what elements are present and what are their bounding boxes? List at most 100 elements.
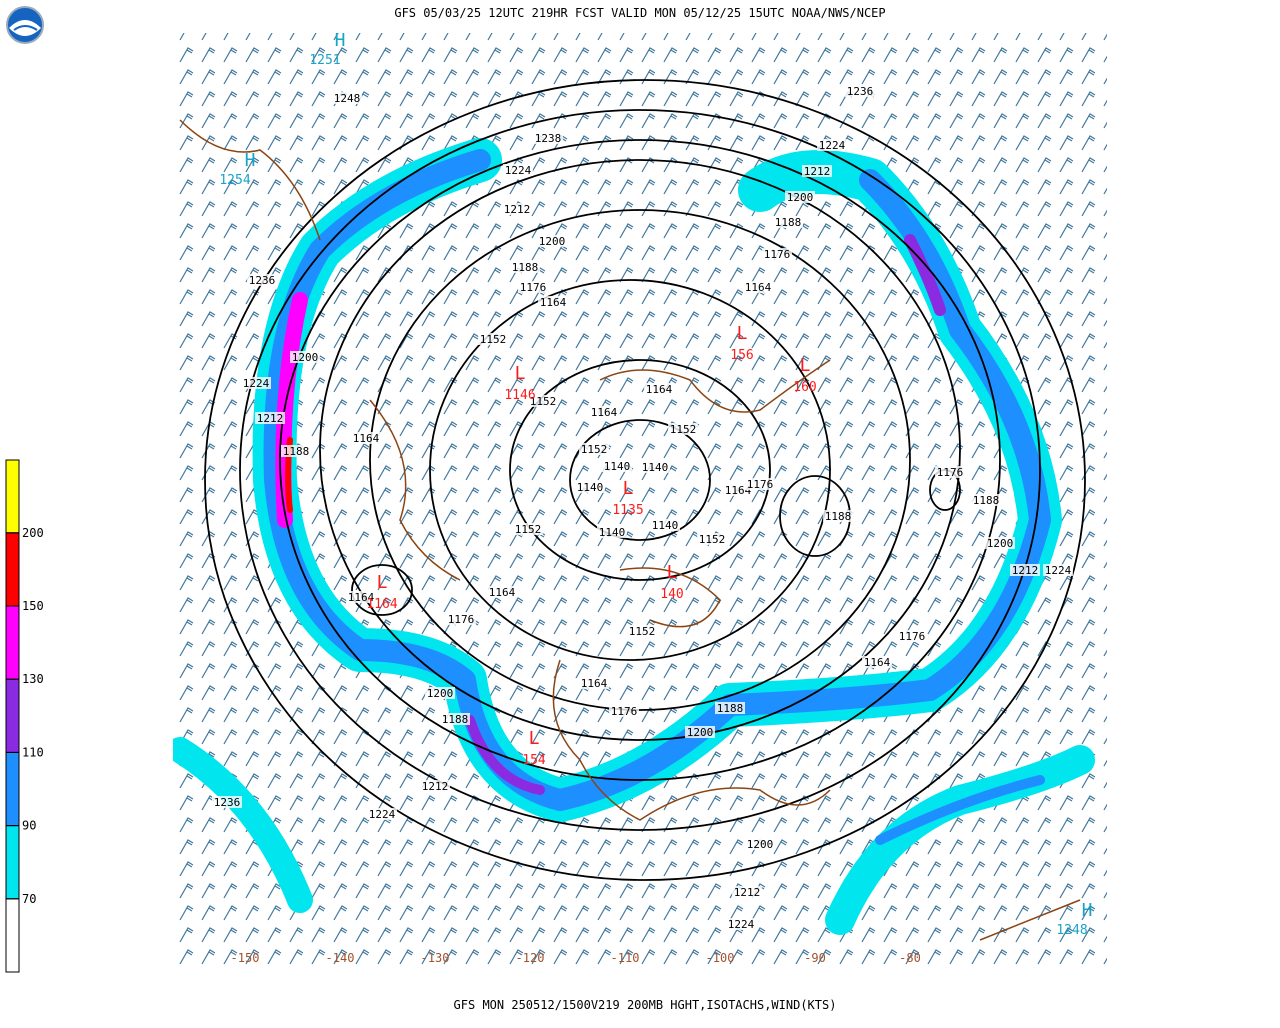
high-value: 1248 <box>1056 923 1087 938</box>
label-background <box>597 526 627 538</box>
low-symbol: L <box>515 363 526 384</box>
label-background <box>845 85 875 97</box>
longitude-label: -140 <box>326 951 355 965</box>
height-label: 1224 <box>505 164 532 177</box>
legend-swatch <box>5 678 20 753</box>
label-background <box>503 164 533 176</box>
height-label: 1212 <box>504 203 531 216</box>
height-label: 1140 <box>604 460 631 473</box>
height-label: 1188 <box>825 510 852 523</box>
noaa-logo <box>6 6 44 44</box>
label-background <box>762 248 792 260</box>
high-value: 1254 <box>219 173 250 188</box>
height-label: 1224 <box>1045 564 1072 577</box>
height-label: 1200 <box>787 191 814 204</box>
height-label: 1152 <box>699 533 726 546</box>
label-background <box>518 281 548 293</box>
legend-swatch <box>5 825 20 900</box>
label-background <box>823 510 853 522</box>
height-label: 1164 <box>864 656 891 669</box>
height-label: 1200 <box>987 537 1014 550</box>
height-label: 1176 <box>520 281 547 294</box>
label-background <box>440 713 470 725</box>
longitude-label: -80 <box>899 951 921 965</box>
height-label: 1176 <box>747 478 774 491</box>
label-background <box>817 139 847 151</box>
high-symbol: H <box>335 30 346 51</box>
label-background <box>697 533 727 545</box>
legend-label: 110 <box>22 745 44 759</box>
label-background <box>1043 564 1073 576</box>
label-background <box>212 796 242 808</box>
low-symbol: L <box>377 572 388 593</box>
height-label: 1164 <box>540 296 567 309</box>
label-background <box>533 132 563 144</box>
height-label: 1152 <box>629 625 656 638</box>
label-background <box>351 432 381 444</box>
label-background <box>726 918 756 930</box>
height-label: 1164 <box>348 591 375 604</box>
height-label: 1236 <box>847 85 874 98</box>
low-symbol: L <box>800 355 811 376</box>
longitude-label: -130 <box>421 951 450 965</box>
label-background <box>528 395 558 407</box>
label-background <box>802 165 832 177</box>
height-label: 1188 <box>775 216 802 229</box>
height-label: 1224 <box>819 139 846 152</box>
height-label: 1164 <box>489 586 516 599</box>
legend-label: 200 <box>22 526 44 540</box>
height-label: 1200 <box>747 838 774 851</box>
longitude-label: -120 <box>516 951 545 965</box>
label-background <box>745 478 775 490</box>
label-background <box>247 274 277 286</box>
height-label: 1212 <box>804 165 831 178</box>
label-background <box>627 625 657 637</box>
map-labels: 1248123812361224122412121212120012001188… <box>212 30 1092 965</box>
label-background <box>773 216 803 228</box>
low-value: 160 <box>793 380 816 395</box>
low-value: 140 <box>660 587 683 602</box>
height-label: 1176 <box>611 705 638 718</box>
label-background <box>478 333 508 345</box>
label-background <box>290 351 320 363</box>
height-label: 1200 <box>427 687 454 700</box>
label-background <box>971 494 1001 506</box>
low-symbol: L <box>623 478 634 499</box>
height-label: 1200 <box>687 726 714 739</box>
label-background <box>650 519 680 531</box>
label-background <box>446 613 476 625</box>
label-background <box>732 886 762 898</box>
label-background <box>745 838 775 850</box>
height-label: 1188 <box>717 702 744 715</box>
height-label: 1200 <box>539 235 566 248</box>
low-value: 1135 <box>612 503 643 518</box>
legend-swatch <box>5 605 20 680</box>
legend-label: 90 <box>22 819 36 833</box>
high-symbol: H <box>245 150 256 171</box>
label-background <box>425 687 455 699</box>
height-label: 1152 <box>515 523 542 536</box>
legend-swatch <box>5 751 20 827</box>
height-label: 1236 <box>249 274 276 287</box>
height-label: 1164 <box>745 281 772 294</box>
height-label: 1188 <box>442 713 469 726</box>
label-background <box>609 705 639 717</box>
longitude-label: -100 <box>706 951 735 965</box>
height-label: 1140 <box>599 526 626 539</box>
height-label: 1164 <box>646 383 673 396</box>
height-label: 1212 <box>422 780 449 793</box>
isotach-legend: 70 90 110 130 150 200 <box>5 459 44 973</box>
height-label: 1164 <box>725 484 752 497</box>
label-background <box>538 296 568 308</box>
label-background <box>743 281 773 293</box>
label-background <box>346 591 376 603</box>
label-background <box>579 677 609 689</box>
label-background <box>579 443 609 455</box>
low-symbol: L <box>529 728 540 749</box>
map-panel <box>173 33 1107 967</box>
low-symbol: L <box>667 562 678 583</box>
height-label: 1176 <box>899 630 926 643</box>
legend-label: 130 <box>22 672 44 686</box>
coastlines <box>179 119 1081 941</box>
